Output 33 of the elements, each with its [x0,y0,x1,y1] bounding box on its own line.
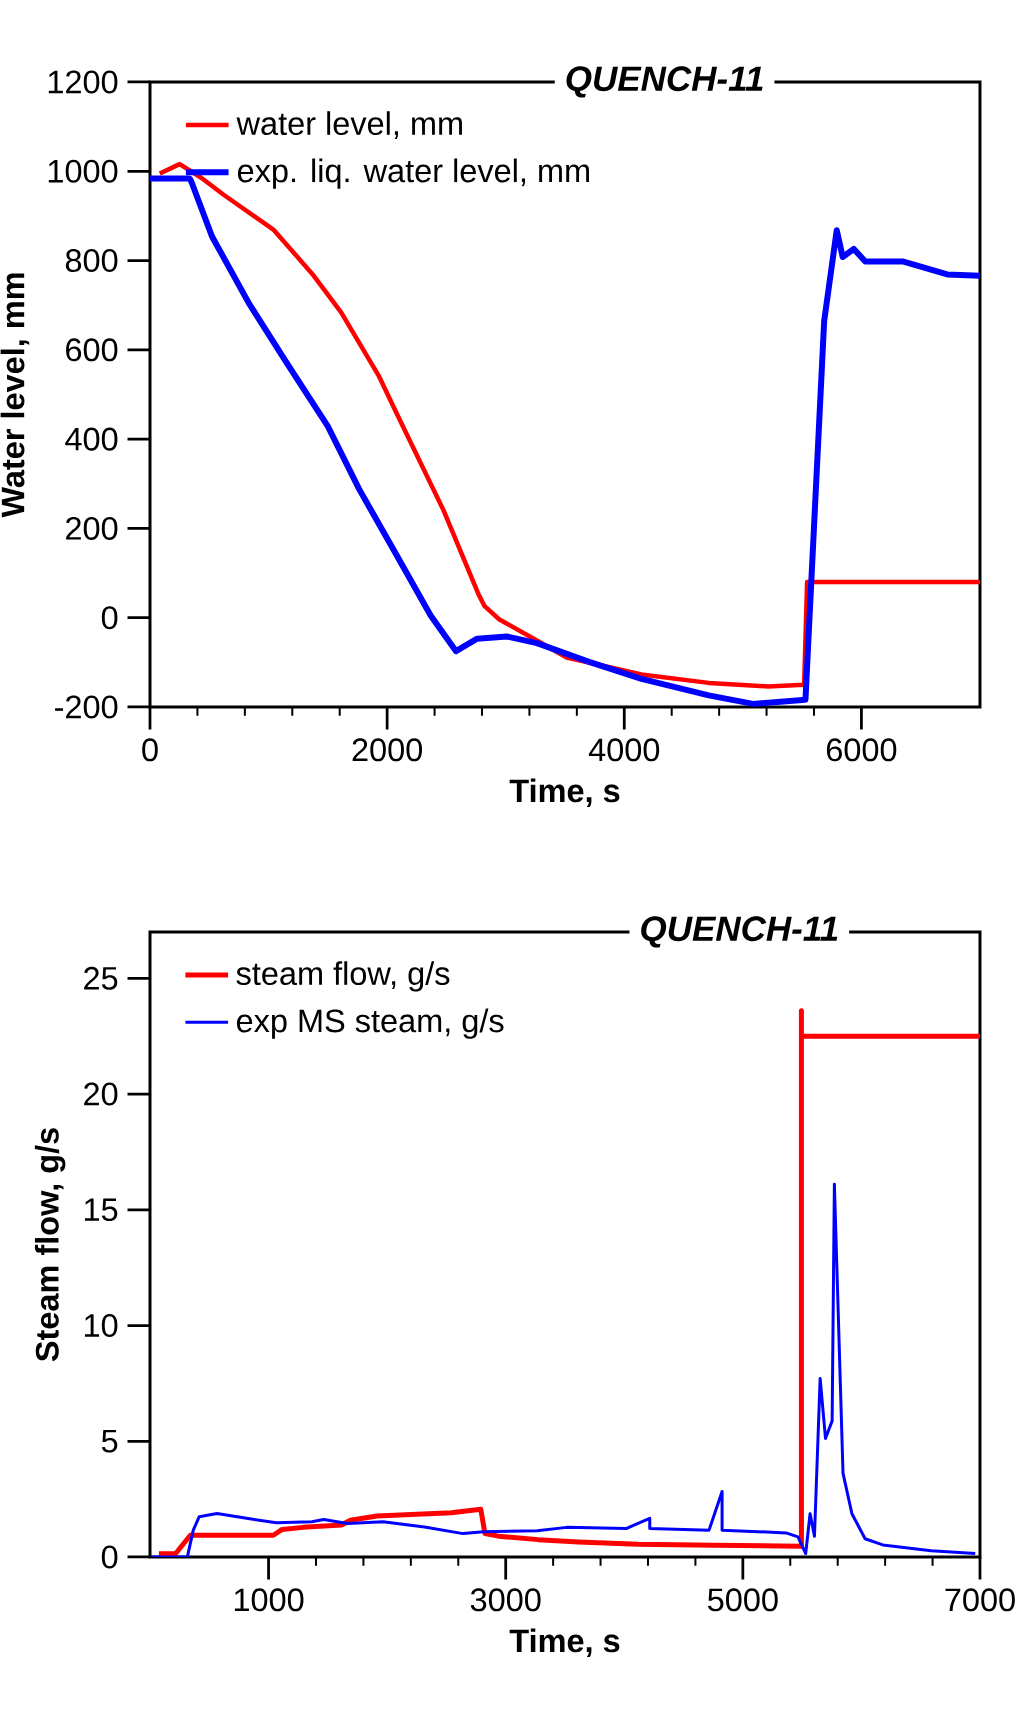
x-tick-label: 4000 [588,738,660,762]
legend-label: exp. liq. water level, mm [237,158,589,189]
x-tick-label: 2000 [352,738,423,762]
chart-title: QUENCH-11 [566,66,763,98]
y-tick-label: 0 [101,606,118,630]
y-tick-label: 10 [84,1314,118,1338]
x-tick-label: 6000 [826,738,897,762]
y-axis-title: Steam flow, g/s [34,1128,66,1362]
y-tick-label: 1200 [48,70,118,94]
x-tick-label: 1000 [234,1588,304,1612]
y-tick-label: 1000 [48,159,118,183]
line-series [150,1182,977,1557]
y-tick-label: 400 [65,427,118,451]
x-axis-title: Time, s [509,778,620,808]
y-tick-label: 0 [101,1545,118,1569]
chart-title: QUENCH-11 [641,916,838,948]
y-tick-label: 15 [84,1198,118,1222]
y-tick-label: 25 [84,966,118,990]
y-tick-label: 800 [65,249,118,273]
legend-label: water level, mm [236,111,462,139]
y-tick-label: -200 [55,695,118,719]
legend-label: exp MS steam, g/s [236,1008,504,1039]
y-axis-title: Water level, mm [0,273,30,518]
y-tick-label: 600 [66,338,118,362]
x-tick-label: 7000 [945,1588,1015,1612]
y-tick-label: 5 [101,1429,118,1453]
x-tick-label: 5000 [707,1588,778,1612]
legend-label: steam flow, g/s [236,961,450,992]
x-tick-label: 0 [142,738,158,762]
x-axis-title: Time, s [509,1628,620,1658]
x-tick-label: 3000 [470,1588,541,1612]
y-tick-label: 200 [66,516,118,540]
y-tick-label: 20 [84,1082,118,1106]
